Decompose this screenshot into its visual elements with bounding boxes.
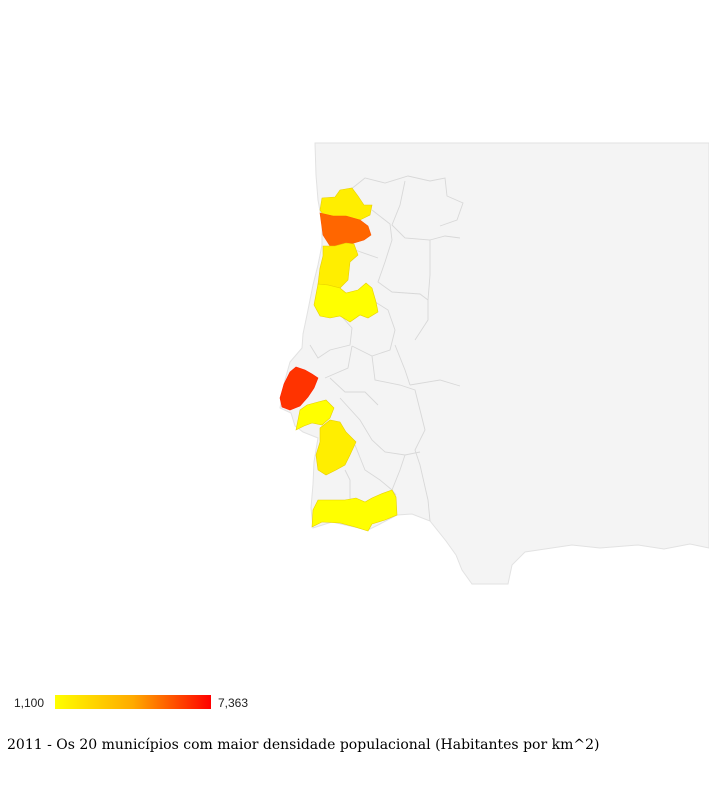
choropleth-map: [279, 142, 709, 585]
region-algarve: [311, 489, 398, 532]
region-lisboa: [279, 366, 319, 411]
legend-min-label: 1,100: [14, 696, 45, 710]
land-mass: [279, 142, 709, 585]
map-caption: 2011 - Os 20 municípios com maior densid…: [7, 737, 600, 753]
highlighted-municipalities: [279, 187, 398, 532]
color-legend: 1,100 7,363: [0, 690, 709, 716]
region-porto: [319, 212, 372, 247]
region-setubal-peninsula: [295, 399, 335, 431]
legend-gradient-bar: [55, 695, 211, 709]
district-borders: [309, 175, 464, 522]
legend-max-label: 7,363: [218, 696, 249, 710]
region-setubal: [315, 419, 357, 476]
region-coimbra: [313, 282, 379, 323]
region-aveiro: [317, 242, 359, 289]
